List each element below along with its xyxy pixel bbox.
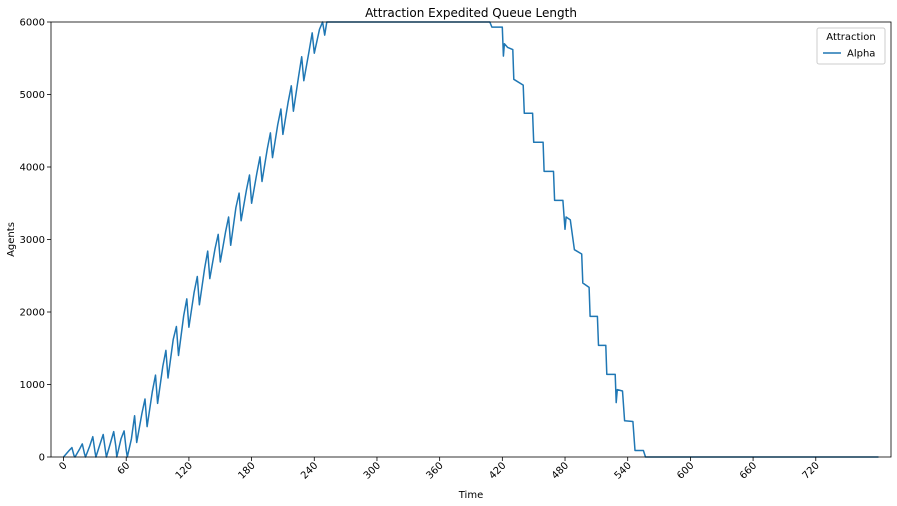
legend-box [816, 27, 886, 65]
series-line-alpha [62, 21, 879, 458]
y-tick-label: 6000 [20, 18, 45, 29]
y-tick-label: 1000 [20, 380, 45, 391]
y-tick-label: 0 [39, 453, 45, 464]
x-axis-label: Time [458, 490, 483, 501]
chart-title: Attraction Expedited Queue Length [365, 6, 577, 20]
y-axis-label: Agents [6, 222, 17, 257]
plot-area [62, 21, 879, 458]
y-tick-label: 4000 [20, 163, 45, 174]
legend: Attraction Alpha [816, 27, 886, 65]
y-tick-label: 2000 [20, 308, 45, 319]
y-tick-label: 5000 [20, 90, 45, 101]
legend-title: Attraction [826, 32, 875, 43]
y-tick-label: 3000 [20, 235, 45, 246]
legend-entry-alpha: Alpha [847, 49, 875, 60]
y-axis: 0 1000 2000 3000 4000 5000 6000 [20, 18, 51, 464]
